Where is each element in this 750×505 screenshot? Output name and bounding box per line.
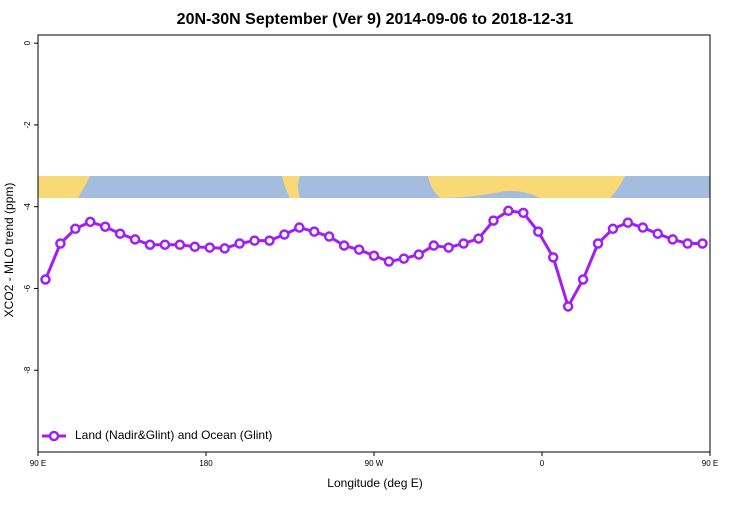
- data-point: [652, 228, 663, 239]
- data-point: [383, 256, 395, 267]
- data-point: [547, 252, 559, 263]
- data-point: [622, 217, 634, 228]
- y-tick-label: -4: [23, 203, 32, 211]
- x-axis-label: Longitude (deg E): [327, 476, 422, 490]
- map-band: [38, 176, 710, 198]
- data-point: [413, 249, 425, 260]
- data-point: [518, 207, 529, 219]
- data-point: [682, 238, 693, 249]
- data-point: [562, 301, 574, 312]
- data-point: [428, 240, 439, 251]
- data-point: [697, 238, 708, 249]
- data-point: [55, 238, 66, 249]
- data-point: [533, 226, 544, 237]
- x-tick-label: 90 E: [702, 459, 718, 468]
- data-point: [234, 238, 245, 249]
- data-point: [40, 274, 51, 285]
- chart-title: 20N-30N September (Ver 9) 2014-09-06 to …: [177, 11, 574, 28]
- data-point: [503, 205, 514, 217]
- data-point: [114, 228, 126, 239]
- x-tick-label: 0: [540, 459, 545, 468]
- data-point: [607, 223, 619, 235]
- data-point: [488, 215, 499, 226]
- data-point: [309, 226, 320, 237]
- data-point: [637, 222, 649, 233]
- data-point: [458, 238, 469, 249]
- data-point: [144, 239, 156, 250]
- data-point: [219, 243, 230, 254]
- data-point: [294, 222, 305, 233]
- data-point: [368, 250, 380, 262]
- data-point: [70, 223, 81, 235]
- data-point: [264, 235, 275, 246]
- plot-frame: [37, 34, 711, 453]
- data-point: [323, 231, 335, 242]
- data-point: [592, 238, 604, 249]
- data-point: [174, 239, 186, 250]
- x-tick-label: 180: [199, 459, 213, 468]
- y-axis-label: XCO2 - MLO trend (ppm): [2, 183, 16, 318]
- data-point: [249, 235, 260, 246]
- data-point: [473, 233, 484, 244]
- data-point: [667, 234, 678, 245]
- data-point: [129, 234, 141, 245]
- data-point: [398, 253, 410, 264]
- data-point: [159, 239, 171, 250]
- data-point: [204, 242, 215, 253]
- data-point: [577, 274, 589, 285]
- data-point: [338, 240, 350, 251]
- data-point: [99, 221, 111, 232]
- x-tick-label: 90 W: [365, 459, 384, 468]
- x-tick-label: 90 E: [30, 459, 46, 468]
- data-point: [189, 241, 201, 253]
- data-point: [85, 216, 96, 228]
- legend-label: Land (Nadir&Glint) and Ocean (Glint): [75, 428, 272, 442]
- data-point: [279, 229, 290, 240]
- y-tick-label: -8: [23, 366, 32, 374]
- y-tick-label: -2: [23, 121, 32, 129]
- data-point: [443, 242, 454, 253]
- y-tick-label: -6: [23, 284, 32, 292]
- legend-marker: [48, 430, 60, 442]
- y-tick-label: 0: [23, 40, 32, 45]
- data-point: [353, 244, 365, 255]
